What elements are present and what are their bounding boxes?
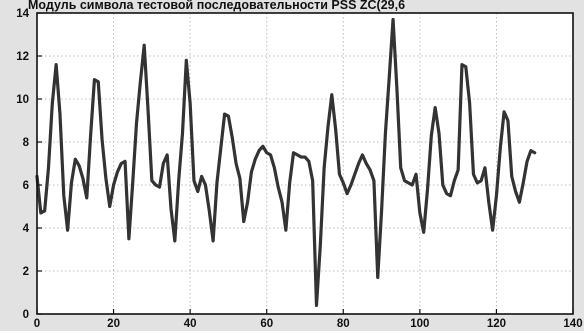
x-tick-label: 80 [337,318,350,330]
x-tick-label: 120 [487,318,506,330]
chart-title: Модуль символа тестовой последовательнос… [28,0,405,12]
x-axis-ticks: 0 20 40 60 80 100 120 140 [34,309,583,330]
y-tick-label: 0 [23,309,29,321]
y-tick-label: 4 [23,223,30,235]
y-tick-label: 8 [23,137,30,149]
x-tick-label: 60 [260,318,273,330]
plot-border [36,12,574,315]
y-tick-label: 14 [16,8,29,20]
x-tick-label: 100 [410,318,429,330]
x-tick-label: 20 [107,318,120,330]
y-tick-label: 6 [23,180,29,192]
plot-area [37,13,573,314]
x-tick-label: 40 [184,318,197,330]
y-tick-label: 2 [23,266,29,278]
series-line [35,17,537,307]
x-tick-label: 0 [34,318,40,330]
y-tick-label: 10 [16,94,29,106]
x-tick-label: 140 [563,318,582,330]
y-tick-label: 12 [16,51,29,63]
data-line-group [35,17,537,307]
y-axis-ticks: 0 2 4 6 8 10 12 14 [16,8,42,321]
